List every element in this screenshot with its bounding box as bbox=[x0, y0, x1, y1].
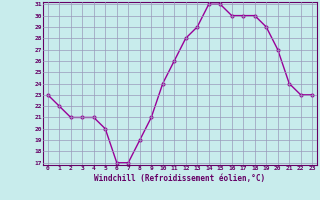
X-axis label: Windchill (Refroidissement éolien,°C): Windchill (Refroidissement éolien,°C) bbox=[94, 174, 266, 183]
